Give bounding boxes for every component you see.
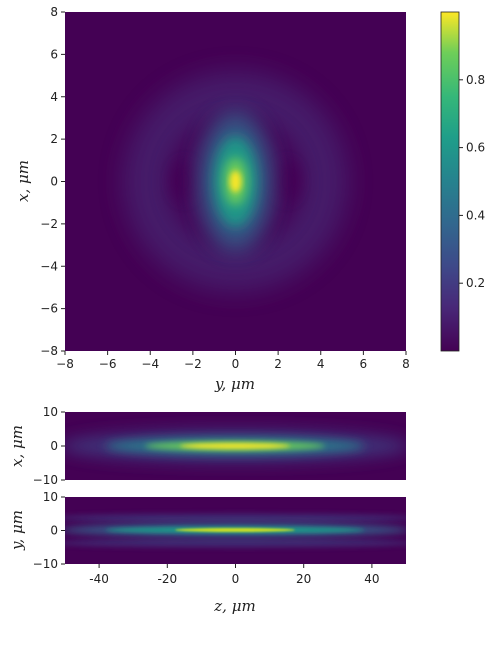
middle-heatmap-panel: 10 0 −10 x, μm [8, 405, 406, 487]
top-y-tick-label: 4 [50, 90, 58, 104]
top-y-tick-label: −4 [40, 259, 58, 273]
top-heatmap-field [123, 71, 348, 292]
top-axis-ticks: −8 −6 −4 −2 0 2 4 6 8 −8 −6 −4 −2 0 2 4 6 8 [40, 5, 410, 371]
bottom-y-tick-label: 0 [50, 524, 58, 538]
bottom-heatmap-field [65, 514, 406, 547]
top-y-tick-label: 0 [50, 175, 58, 189]
colorbar-tick-label: 0.4 [466, 208, 485, 222]
top-y-tick-label: −2 [40, 217, 58, 231]
colorbar-bar [440, 11, 460, 352]
top-xlabel: y, μm [214, 375, 255, 393]
middle-heatmap-field [65, 430, 406, 462]
middle-y-tick-label: 10 [43, 405, 58, 419]
bottom-axis-ticks: -40 -20 0 20 40 10 0 −10 [33, 490, 380, 586]
top-x-tick-label: 2 [274, 357, 282, 371]
bottom-upper-sidelobe [65, 514, 406, 522]
colorbar-tick-label: 0.2 [466, 276, 485, 290]
bottom-lower-sidelobe [65, 539, 406, 547]
top-y-tick-label: −6 [40, 302, 58, 316]
bottom-beam-peak [175, 528, 295, 532]
top-y-tick-label: −8 [40, 344, 58, 358]
bottom-ylabel: y, μm [8, 510, 26, 551]
top-x-tick-label: 0 [232, 357, 240, 371]
colorbar-tick-label: 0.6 [466, 141, 485, 155]
bottom-y-tick-label: 10 [43, 490, 58, 504]
bottom-x-tick-label: -20 [157, 572, 177, 586]
top-center-lobe-peak [229, 170, 242, 193]
middle-axis-ticks: 10 0 −10 [33, 405, 65, 487]
colorbar: 0.2 0.4 0.6 0.8 [440, 11, 485, 352]
colorbar-ticks: 0.2 0.4 0.6 0.8 [459, 73, 485, 290]
top-x-tick-label: −6 [99, 357, 117, 371]
bottom-x-tick-label: 0 [232, 572, 240, 586]
middle-y-tick-label: −10 [33, 473, 58, 487]
top-ylabel: x, μm [14, 160, 32, 202]
top-x-tick-label: −2 [184, 357, 202, 371]
top-x-tick-label: −4 [141, 357, 159, 371]
top-y-tick-label: 8 [50, 5, 58, 19]
top-right-dark-spot [275, 161, 299, 201]
bottom-y-tick-label: −10 [33, 557, 58, 571]
bottom-heatmap-panel: -40 -20 0 20 40 10 0 −10 z, μm y, μm [8, 490, 406, 615]
middle-beam-peak [180, 443, 290, 449]
bottom-xlabel: z, μm [213, 597, 255, 615]
top-x-tick-label: 4 [317, 357, 325, 371]
bottom-x-tick-label: 20 [296, 572, 311, 586]
bottom-x-tick-label: -40 [89, 572, 109, 586]
top-x-tick-label: 6 [360, 357, 368, 371]
top-heatmap-panel: −8 −6 −4 −2 0 2 4 6 8 −8 −6 −4 −2 0 2 4 6 8 y, μm x, μm [14, 5, 410, 393]
top-x-tick-label: 8 [402, 357, 410, 371]
middle-ylabel: x, μm [8, 425, 26, 467]
colorbar-tick-label: 0.8 [466, 73, 485, 87]
top-x-tick-label: −8 [56, 357, 74, 371]
top-y-tick-label: 2 [50, 132, 58, 146]
top-y-tick-label: 6 [50, 47, 58, 61]
top-left-dark-spot [172, 161, 196, 201]
bottom-x-tick-label: 40 [364, 572, 379, 586]
middle-y-tick-label: 0 [50, 439, 58, 453]
